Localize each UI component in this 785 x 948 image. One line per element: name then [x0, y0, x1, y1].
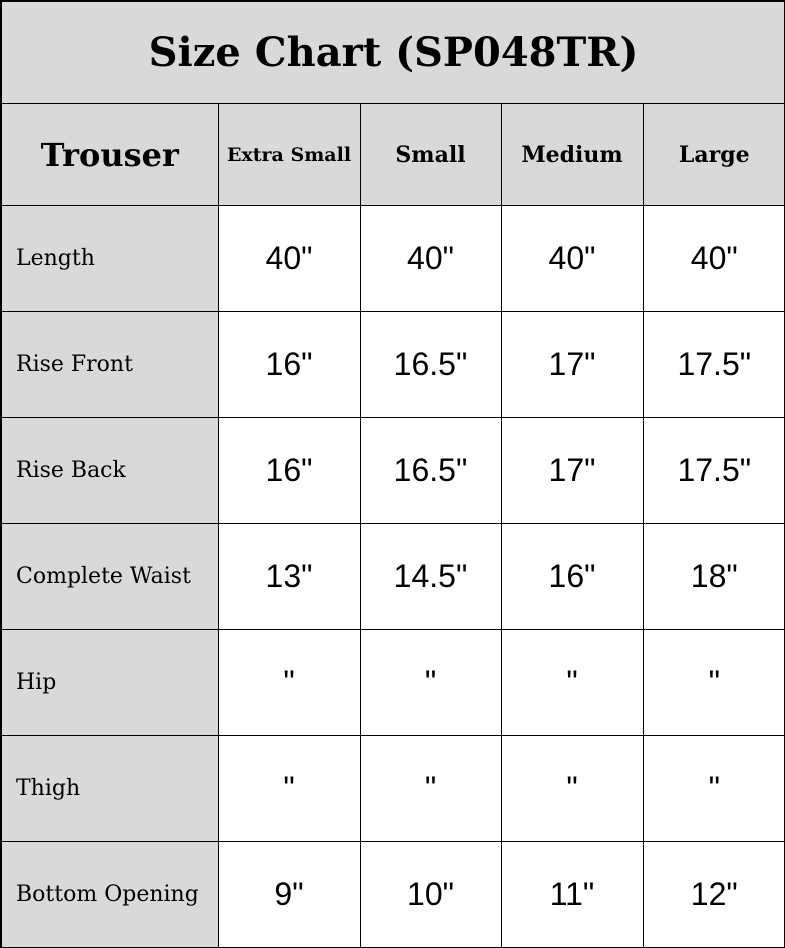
measurement-cell: 16" [217, 417, 361, 524]
measurement-cell: 17.5" [642, 417, 784, 524]
row-label: Rise Back [2, 417, 219, 524]
table-row: Rise Front 16" 16.5" 17" 17.5" [2, 311, 784, 418]
measurement-cell: " [500, 629, 644, 736]
measurement-cell: 14.5" [359, 523, 502, 630]
table-row: Thigh " " " " [2, 735, 784, 842]
row-label: Thigh [2, 735, 219, 842]
row-label: Hip [2, 629, 219, 736]
measurement-cell: " [500, 735, 644, 842]
header-row: Trouser Extra Small Small Medium Large [2, 103, 784, 206]
size-header-large: Large [642, 103, 784, 206]
measurement-cell: 16.5" [359, 311, 502, 418]
table-row: Bottom Opening 9" 10" 11" 12" [2, 841, 784, 947]
measurement-cell: 9" [217, 841, 361, 947]
measurement-cell: 40" [217, 205, 361, 312]
size-header-medium: Medium [500, 103, 644, 206]
measurement-cell: " [642, 629, 784, 736]
measurement-cell: 16" [500, 523, 644, 630]
measurement-cell: 17" [500, 311, 644, 418]
corner-header: Trouser [2, 103, 219, 206]
row-label: Complete Waist [2, 523, 219, 630]
title-row: Size Chart (SP048TR) [2, 2, 784, 104]
measurement-cell: 17" [500, 417, 644, 524]
row-label: Length [2, 205, 219, 312]
chart-title: Size Chart (SP048TR) [2, 2, 784, 104]
measurement-cell: 12" [642, 841, 784, 947]
measurement-cell: " [359, 735, 502, 842]
table-row: Hip " " " " [2, 629, 784, 736]
measurement-cell: 40" [642, 205, 784, 312]
table-row: Length 40" 40" 40" 40" [2, 205, 784, 312]
measurement-cell: " [359, 629, 502, 736]
measurement-cell: 40" [359, 205, 502, 312]
table-row: Rise Back 16" 16.5" 17" 17.5" [2, 417, 784, 524]
measurement-cell: 16.5" [359, 417, 502, 524]
row-label: Bottom Opening [2, 841, 219, 947]
measurement-cell: 13" [217, 523, 361, 630]
measurement-cell: " [217, 735, 361, 842]
measurement-cell: 40" [500, 205, 644, 312]
measurement-cell: " [642, 735, 784, 842]
measurement-cell: 18" [642, 523, 784, 630]
measurement-cell: 10" [359, 841, 502, 947]
size-header-small: Small [359, 103, 502, 206]
row-label: Rise Front [2, 311, 219, 418]
size-header-extra-small: Extra Small [217, 103, 361, 206]
table-row: Complete Waist 13" 14.5" 16" 18" [2, 523, 784, 630]
measurement-cell: 11" [500, 841, 644, 947]
measurement-cell: 16" [217, 311, 361, 418]
measurement-cell: " [217, 629, 361, 736]
measurement-cell: 17.5" [642, 311, 784, 418]
